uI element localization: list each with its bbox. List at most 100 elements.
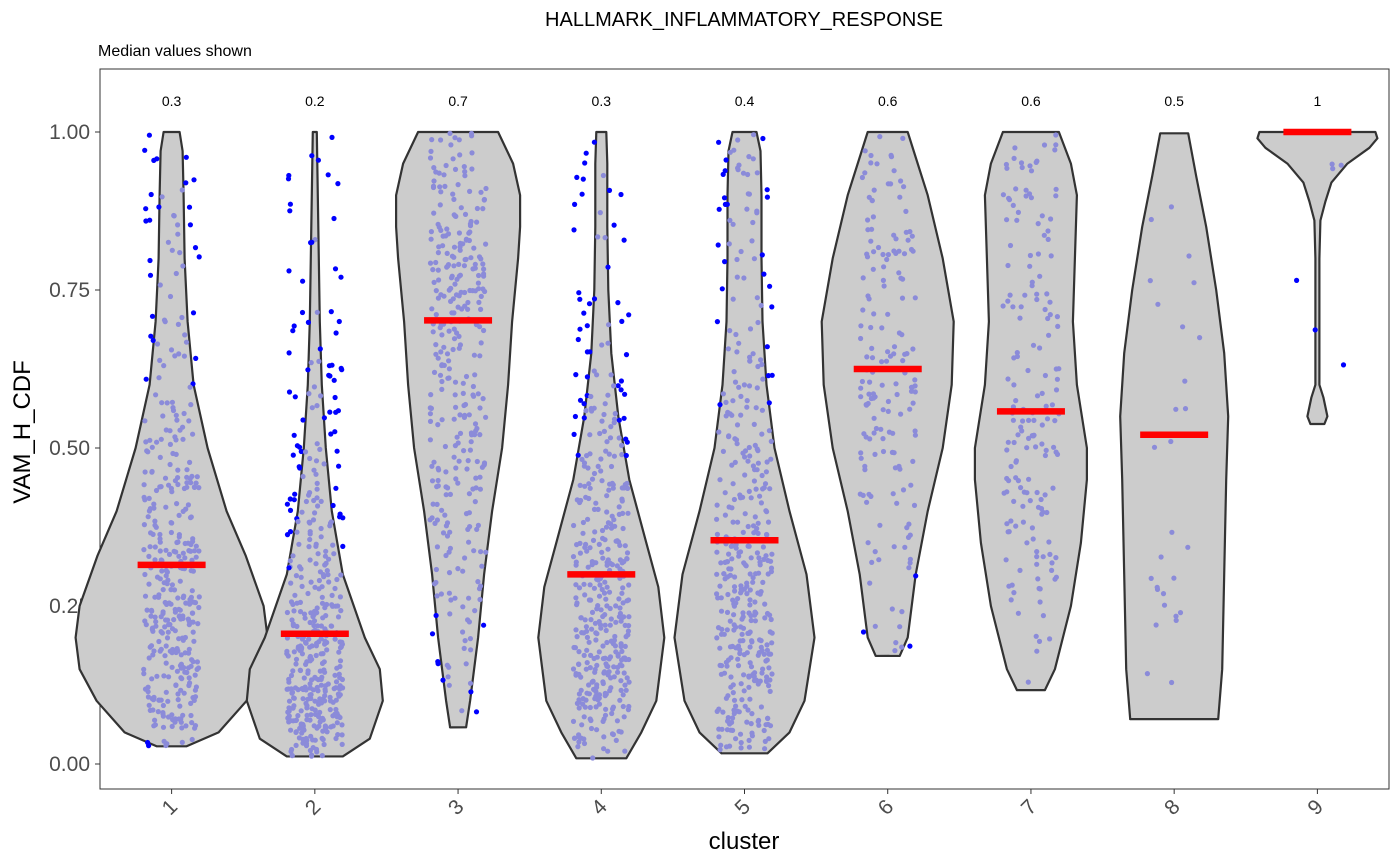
data-point [329, 592, 335, 599]
data-point [286, 713, 292, 719]
data-point [909, 384, 915, 390]
data-point [618, 378, 625, 384]
data-point [143, 206, 149, 212]
data-point [290, 623, 296, 629]
data-point [608, 638, 614, 644]
data-point [1029, 525, 1035, 531]
data-point [151, 648, 157, 654]
data-point [868, 152, 874, 159]
data-point [180, 712, 186, 718]
data-point [586, 682, 592, 688]
data-point [605, 264, 611, 270]
data-point [602, 235, 608, 241]
data-point [335, 408, 341, 414]
data-point [456, 137, 462, 143]
data-point [331, 551, 337, 557]
data-point [910, 346, 916, 352]
data-point [585, 516, 591, 522]
data-point [891, 344, 898, 350]
data-point [741, 688, 747, 694]
data-point [1027, 163, 1033, 169]
data-point [746, 737, 752, 744]
data-point [323, 548, 329, 554]
data-point [1034, 296, 1040, 303]
violin-group: 0.2 [245, 93, 384, 759]
data-point [1044, 416, 1051, 422]
data-point [866, 491, 872, 497]
data-point [300, 417, 306, 423]
data-point [180, 263, 186, 269]
data-point [309, 643, 315, 649]
data-point [173, 270, 179, 277]
data-point [158, 614, 164, 620]
data-point [447, 529, 453, 535]
data-point [868, 395, 875, 402]
data-point [299, 636, 305, 642]
data-point [456, 273, 462, 279]
data-point [904, 525, 910, 531]
data-point [903, 208, 909, 214]
data-point [196, 548, 202, 554]
data-point [596, 649, 602, 655]
data-point [175, 595, 181, 601]
data-point [577, 326, 583, 332]
data-point [1029, 279, 1035, 285]
data-point [715, 242, 721, 248]
data-point [323, 683, 329, 689]
data-point [870, 391, 877, 397]
data-point [714, 635, 720, 641]
data-point [187, 680, 193, 686]
data-point [720, 448, 727, 454]
data-point [574, 700, 581, 707]
data-point [908, 482, 914, 488]
data-point [1049, 402, 1055, 408]
data-point [755, 681, 761, 687]
data-point [170, 646, 176, 653]
data-point [867, 580, 873, 586]
median-label: 0.2 [305, 93, 325, 109]
data-point [481, 196, 487, 203]
data-point [622, 622, 628, 629]
data-point [734, 422, 741, 428]
y-tick-label: 0.00 [49, 753, 90, 776]
data-point [1010, 417, 1017, 423]
data-point [619, 657, 625, 663]
data-point [148, 613, 154, 619]
data-point [433, 288, 439, 294]
data-point [768, 651, 774, 657]
data-point [443, 523, 449, 529]
data-point [730, 715, 736, 721]
data-point [1026, 435, 1032, 441]
data-point [764, 642, 770, 648]
data-point [172, 719, 178, 725]
data-point [1011, 498, 1017, 504]
data-point [597, 582, 603, 588]
data-point [1037, 273, 1043, 279]
data-point [868, 238, 874, 244]
data-point [591, 296, 598, 302]
data-point [314, 486, 320, 492]
data-point [151, 505, 157, 511]
y-axis-title: VAM_H_CDF [9, 360, 36, 504]
data-point [191, 177, 197, 183]
data-point [1330, 166, 1336, 172]
data-point [451, 310, 457, 316]
data-point [141, 494, 147, 500]
data-point [732, 588, 738, 594]
data-point [604, 439, 610, 445]
data-point [167, 428, 173, 434]
data-point [150, 707, 156, 713]
data-point [183, 154, 189, 160]
data-point [465, 617, 471, 623]
data-point [312, 707, 318, 713]
data-point [157, 282, 163, 288]
data-point [298, 574, 304, 580]
data-point [736, 553, 742, 559]
data-point [144, 607, 150, 613]
data-point [763, 469, 770, 475]
data-point [181, 353, 187, 359]
data-point [292, 394, 298, 400]
data-point [446, 570, 453, 576]
data-point [597, 430, 603, 437]
data-point [456, 261, 462, 267]
